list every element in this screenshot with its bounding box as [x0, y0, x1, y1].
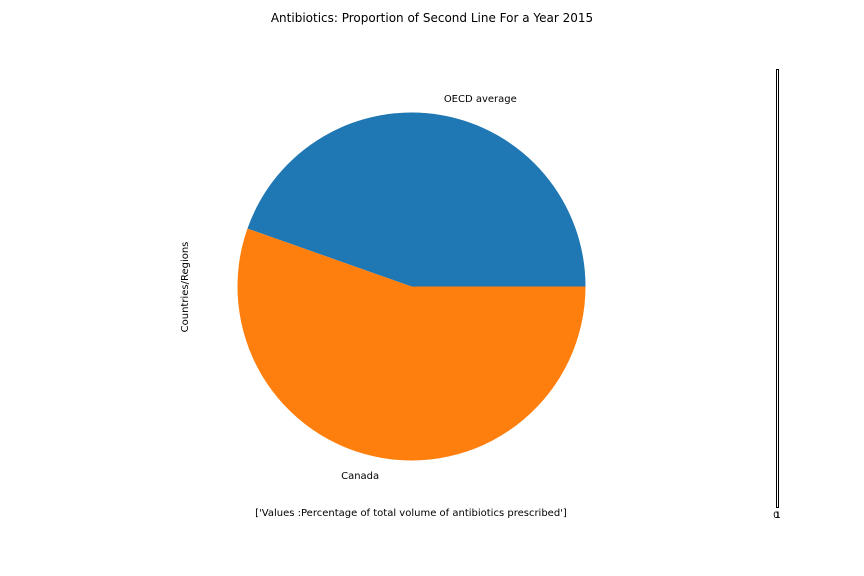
- colorbar-tick-label-1: 1: [775, 511, 781, 521]
- pie-slice-oecd-average: [247, 112, 586, 287]
- pie-slice-label: Canada: [341, 471, 379, 482]
- pie-slice-label: OECD average: [444, 94, 517, 105]
- y-axis-label: Countries/Regions: [180, 242, 191, 333]
- colorbar-tick-label-0: 0: [773, 511, 779, 521]
- chart-title: Antibiotics: Proportion of Second Line F…: [271, 11, 593, 25]
- pie-slices: [237, 112, 586, 461]
- colorbar: 0 1: [773, 69, 781, 521]
- colorbar-frame: [776, 69, 779, 508]
- pie-slice-canada: [237, 228, 586, 461]
- x-axis-label: ['Values :Percentage of total volume of …: [255, 508, 567, 519]
- pie-slice-labels: OECD average Canada: [341, 94, 517, 482]
